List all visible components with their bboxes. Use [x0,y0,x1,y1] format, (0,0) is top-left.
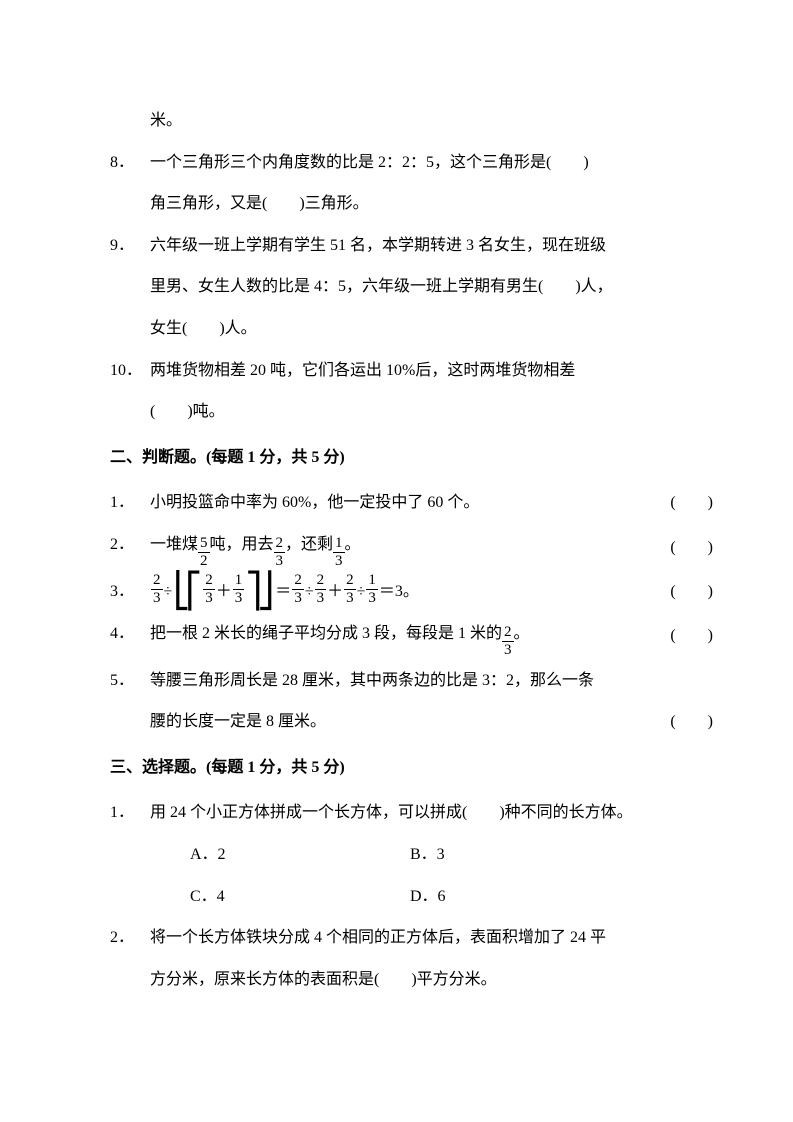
j1-paren: ( ) [670,482,713,524]
c1-a: A．2 [190,834,410,876]
j5-body2: 腰的长度一定是 8 厘米。 [150,701,326,743]
q10-line1: 10． 两堆货物相差 20 吨，它们各运出 10%后，这时两堆货物相差 [110,350,713,392]
q9-body2: 里男、女生人数的比是 4：5，六年级一班上学期有男生( )人， [150,266,713,308]
j2-mid: 吨，用去 [210,524,274,566]
j3-div2: ÷ [305,571,314,613]
j4-paren: ( ) [670,615,713,657]
q9-body1: 六年级一班上学期有学生 51 名，本学期转进 3 名女生，现在班级 [150,225,713,267]
j3-div1: ÷ [164,571,173,613]
j3-f7: 13 [366,573,378,606]
j3-f2: 23 [203,573,215,606]
q10-num: 10． [110,350,150,392]
c1-row2: C．4 D．6 [150,876,713,918]
judge2: 2． 一堆煤 52 吨，用去 23 ，还剩 13 。 ( ) [110,524,713,571]
j2-end: 。 [345,524,361,566]
j4-frac: 23 [502,625,514,658]
j2-num: 2． [110,524,150,566]
c2-body2: 方分米，原来长方体的表面积是( )平方分米。 [150,959,713,1001]
section2-title: 二、判断题。(每题 1 分，共 5 分) [110,437,713,479]
j3-f4: 23 [292,573,304,606]
j3-f6: 23 [344,573,356,606]
c1-b: B．3 [410,834,445,876]
c1-spacer1 [150,834,190,876]
q10-body2: ( )吨。 [150,391,713,433]
j2-frac2: 23 [274,536,286,569]
judge5-line1: 5． 等腰三角形周长是 28 厘米，其中两条边的比是 3：2，那么一条 [110,660,713,702]
j2-frac1: 52 [198,536,210,569]
j3-f3: 13 [233,573,245,606]
c1-c: C．4 [190,876,410,918]
j2-mid2: ，还剩 [285,524,333,566]
j4-pre: 把一根 2 米长的绳子平均分成 3 段，每段是 1 米的 [150,613,502,655]
j1-num: 1． [110,482,150,524]
j3-plus1: ＋ [216,571,232,613]
choice1: 1． 用 24 个小正方体拼成一个长方体，可以拼成( )种不同的长方体。 [110,792,713,834]
q8-line1: 8． 一个三角形三个内角度数的比是 2：2：5，这个三角形是( ) [110,142,713,184]
c1-row1: A．2 B．3 [150,834,713,876]
judge4: 4． 把一根 2 米长的绳子平均分成 3 段，每段是 1 米的 23 。 ( ) [110,613,713,660]
j2-paren: ( ) [670,527,713,569]
j2-pre: 一堆煤 [150,524,198,566]
j3-div3: ÷ [357,571,366,613]
j1-text: 小明投篮命中率为 60%，他一定投中了 60 个。 [150,482,479,524]
judge5-line2: 腰的长度一定是 8 厘米。 ( ) [110,701,713,743]
j3-eq1: ＝ [275,571,291,613]
j3-num: 3． [110,571,150,613]
judge1: 1． 小明投篮命中率为 60%，他一定投中了 60 个。 ( ) [110,482,713,524]
j3-f1: 23 [151,573,163,606]
j3-paren: ( ) [670,571,713,613]
c1-spacer2 [150,876,190,918]
j4-end: 。 [514,613,530,655]
q9-num: 9． [110,225,150,267]
c1-num: 1． [110,792,150,834]
j5-paren: ( ) [670,701,713,743]
j5-num: 5． [110,660,150,702]
c1-d: D．6 [410,876,446,918]
section3-title: 三、选择题。(每题 1 分，共 5 分) [110,747,713,789]
judge3: 3． 23 ÷ ⎣⎡ 23 ＋ 13 ⎤⎦ ＝ 23 ÷ 23 ＋ 23 ÷ 1… [110,571,713,613]
q9-body3: 女生( )人。 [150,308,713,350]
c1-text: 用 24 个小正方体拼成一个长方体，可以拼成( )种不同的长方体。 [150,792,713,834]
c2-num: 2． [110,917,150,959]
choice2-line1: 2． 将一个长方体铁块分成 4 个相同的正方体后，表面积增加了 24 平 [110,917,713,959]
j3-res: ＝3。 [379,571,419,613]
q8-num: 8． [110,142,150,184]
j3-plus2: ＋ [327,571,343,613]
j3-f5: 23 [315,573,327,606]
c2-body1: 将一个长方体铁块分成 4 个相同的正方体后，表面积增加了 24 平 [150,917,713,959]
j2-frac3: 13 [333,536,345,569]
j5-body1: 等腰三角形周长是 28 厘米，其中两条边的比是 3：2，那么一条 [150,660,713,702]
q9-line1: 9． 六年级一班上学期有学生 51 名，本学期转进 3 名女生，现在班级 [110,225,713,267]
j4-num: 4． [110,613,150,655]
q8-body2: 角三角形，又是( )三角形。 [150,183,713,225]
q8-body1: 一个三角形三个内角度数的比是 2：2：5，这个三角形是( ) [150,142,713,184]
q7-continuation: 米。 [150,100,713,142]
q10-body1: 两堆货物相差 20 吨，它们各运出 10%后，这时两堆货物相差 [150,350,713,392]
